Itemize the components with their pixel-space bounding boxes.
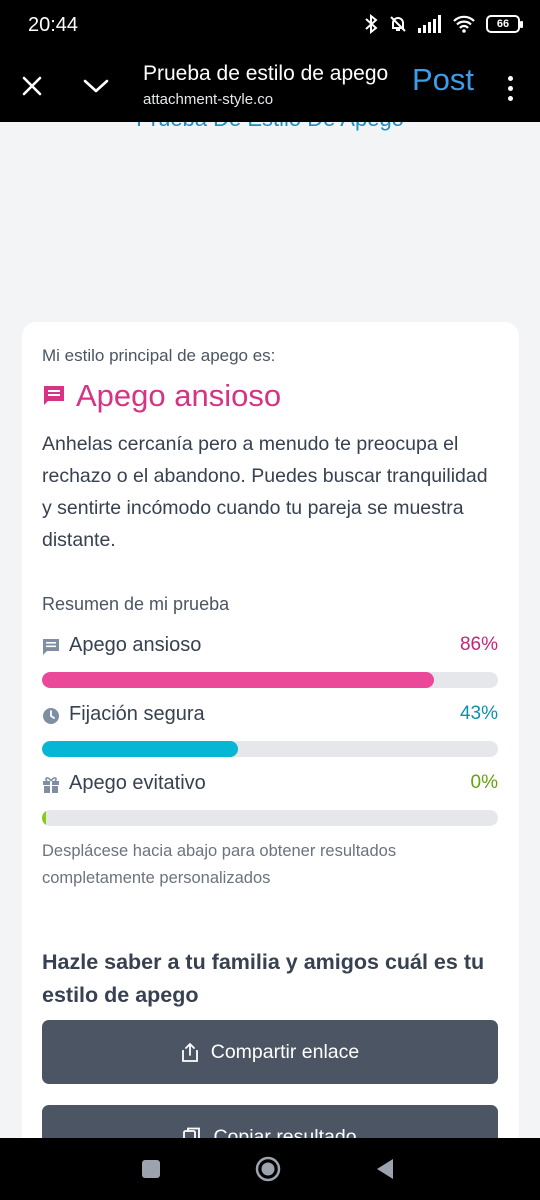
page-heading: Prueba De Estilo De Apego — [0, 122, 540, 132]
battery-icon: 66 — [486, 15, 523, 33]
wifi-icon — [453, 15, 475, 33]
main-style-label: Mi estilo principal de apego es: — [42, 346, 276, 365]
chat-icon — [43, 639, 59, 655]
result-name: Apego evitativo — [69, 772, 206, 794]
result-percent: 86% — [459, 634, 498, 655]
main-style-description: Anhelas cercanía pero a menudo te preocu… — [42, 433, 488, 551]
status-bar: 20:44 66 — [0, 0, 540, 52]
result-card: Mi estilo principal de apego es: Apego a… — [22, 322, 519, 1200]
clock-icon — [43, 708, 59, 724]
home-button[interactable] — [253, 1154, 283, 1184]
close-icon — [22, 76, 42, 96]
close-button[interactable] — [10, 64, 54, 108]
result-item: Fijación segura 43% — [42, 701, 498, 757]
progress-track — [42, 672, 498, 688]
scroll-hint: Desplácese hacia abajo para obtener resu… — [42, 842, 397, 887]
result-percent: 43% — [459, 703, 498, 724]
more-dot-icon — [507, 95, 513, 101]
recents-button[interactable] — [136, 1154, 166, 1184]
progress-track — [42, 810, 498, 826]
gift-icon — [43, 777, 59, 793]
status-icons: 66 — [364, 14, 523, 34]
post-button[interactable]: Post — [412, 62, 475, 97]
share-title: Hazle saber a tu familia y amigos cuál e… — [42, 950, 485, 1007]
result-percent: 0% — [470, 772, 498, 793]
page-heading-clip: Prueba De Estilo De Apego — [0, 122, 540, 134]
more-dot-icon — [507, 85, 513, 91]
progress-fill — [42, 810, 46, 826]
main-style-name: Apego ansioso — [76, 378, 282, 413]
result-name: Fijación segura — [69, 703, 205, 725]
square-icon — [142, 1160, 160, 1178]
summary-title: Resumen de mi prueba — [42, 594, 230, 614]
collapse-button[interactable] — [74, 64, 118, 108]
result-item: Apego evitativo 0% — [42, 770, 498, 826]
progress-track — [42, 741, 498, 757]
progress-fill — [42, 672, 435, 688]
signal-icon — [418, 15, 441, 33]
system-nav-bar — [0, 1138, 540, 1200]
page-url: attachment-style.co — [143, 91, 274, 108]
result-item: Apego ansioso 86% — [42, 632, 498, 688]
share-link-label: Compartir enlace — [210, 1040, 360, 1063]
share-link-button[interactable]: Compartir enlace — [42, 1020, 498, 1084]
home-circle-icon — [255, 1156, 281, 1182]
chat-icon — [44, 386, 64, 405]
status-time: 20:44 — [28, 14, 79, 36]
more-dot-icon — [507, 75, 513, 81]
share-icon — [181, 1043, 198, 1062]
bluetooth-icon — [365, 14, 378, 34]
result-name: Apego ansioso — [69, 634, 202, 656]
back-button[interactable] — [370, 1154, 400, 1184]
progress-fill — [42, 741, 239, 757]
back-triangle-icon — [377, 1159, 393, 1179]
chevron-down-icon — [83, 79, 109, 93]
main-style: Apego ansioso — [42, 378, 281, 414]
more-options-button[interactable] — [492, 70, 528, 106]
bell-muted-icon — [390, 16, 406, 32]
app-bar: Prueba de estilo de apego attachment-sty… — [0, 52, 540, 122]
page-title: Prueba de estilo de apego — [143, 62, 389, 85]
